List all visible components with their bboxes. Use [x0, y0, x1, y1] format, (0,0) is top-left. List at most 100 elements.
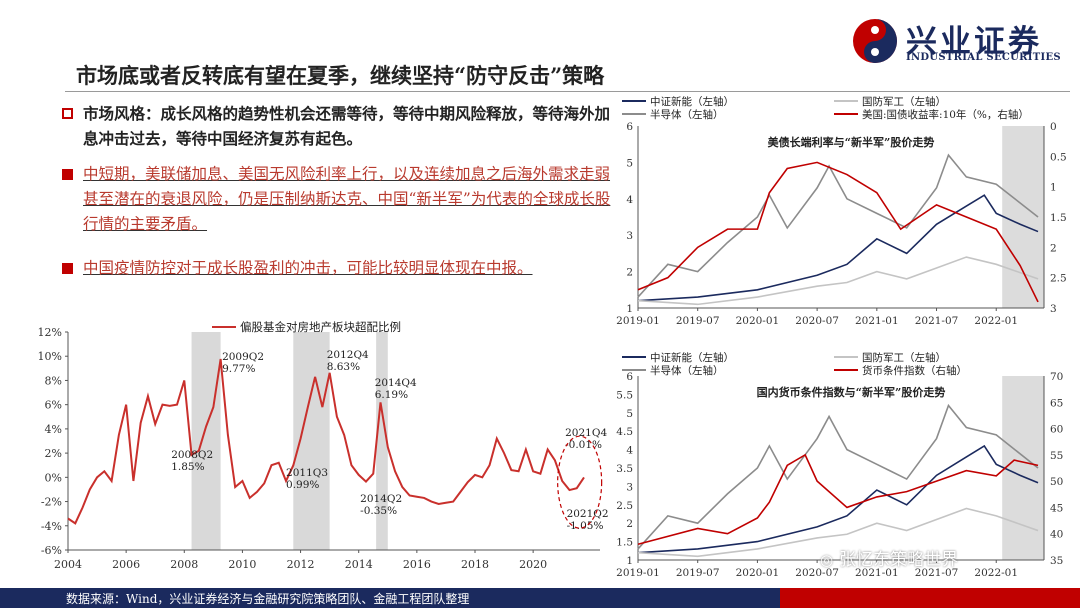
brand-logo: 兴业证券 INDUSTRIAL SECURITIES [852, 14, 1066, 66]
left-tick-label: 5.5 [616, 389, 633, 401]
x-tick-label: 2020-01 [736, 315, 780, 327]
legend-label: 中证新能（左轴） [650, 95, 734, 108]
right-tick-label: 45 [1050, 502, 1063, 514]
hollow-square-bullet-icon [62, 108, 73, 119]
highlight-ellipse [557, 435, 603, 529]
y-tick-label: -2% [41, 496, 62, 509]
right-tick-label: 55 [1050, 450, 1063, 462]
logo-en: INDUSTRIAL SECURITIES [906, 52, 1061, 63]
x-tick-label: 2008 [170, 558, 198, 571]
property-overweight-chart: -6% -4% -2% 0% 2% 4% 6% 8% 10% 12% 2004 2006 2008 201… [38, 320, 609, 571]
filled-square-bullet-icon [62, 263, 73, 274]
annotation-value: 1.85% [171, 461, 204, 473]
annotation-label: 2009Q2 [222, 351, 264, 363]
x-tick-label: 2016 [403, 558, 431, 571]
annotation-label: 2021Q4 [565, 427, 607, 439]
x-tick-label: 2021-01 [855, 315, 899, 327]
annotation-label: 2021Q2 [567, 508, 609, 520]
chart-title: 国内货币条件指数与“新半军”股价走势 [757, 385, 946, 399]
y-tick-label: 4% [45, 423, 62, 436]
logo-cn: 兴业证券 [906, 24, 1042, 60]
x-tick-label: 2019-01 [616, 315, 660, 327]
left-tick-label: 5 [626, 408, 633, 420]
series-line [637, 194, 1039, 302]
right-tick-label: 0 [1050, 121, 1057, 133]
bullet-style: 市场风格：成长风格的趋势性机会还需等待，等待中期风险释放，等待海外加息冲击过去，… [62, 101, 617, 151]
ust-yield-chart: 1 2 3 4 5 6 0 0.5 1 1.5 2 2.5 3 2019-01 2019-07 2020-01… [616, 95, 1067, 327]
y-tick-label: -6% [41, 544, 62, 557]
left-tick-label: 4.5 [616, 426, 633, 438]
x-tick-label: 2020-07 [795, 567, 839, 579]
legend-label: 货币条件指数（右轴） [862, 364, 967, 377]
x-tick-label: 2012 [287, 558, 315, 571]
series-line [637, 444, 1039, 554]
right-tick-label: 40 [1050, 529, 1063, 541]
left-tick-label: 4 [626, 194, 633, 206]
footer-source: 数据来源：Wind，兴业证券经济与金融研究院策略团队、金融工程团队整理 [66, 592, 470, 606]
page-title: 市场底或者反转底有望在夏季，继续坚持“防守反击”策略 [76, 63, 605, 88]
footer-bar: 数据来源：Wind，兴业证券经济与金融研究院策略团队、金融工程团队整理 [0, 588, 1080, 608]
left-tick-label: 5 [626, 157, 633, 169]
x-tick-label: 2021-07 [915, 315, 959, 327]
wechat-icon: ◎ [820, 551, 834, 569]
bullet-text: 中短期，美联储加息、美国无风险利率上行，以及连续加息之后海外需求走弱甚至潜在的衰… [83, 165, 611, 233]
right-tick-label: 65 [1050, 397, 1063, 409]
x-tick-label: 2020-07 [795, 315, 839, 327]
left-tick-label: 2.5 [616, 500, 633, 512]
bullet-text: 中国疫情防控对于成长股盈利的冲击，可能比较明显体现在中报。 [83, 259, 533, 277]
x-tick-label: 2020 [519, 558, 547, 571]
x-tick-label: 2018 [461, 558, 489, 571]
y-tick-label: 12% [38, 326, 62, 339]
left-tick-label: 3 [626, 230, 633, 242]
footer-accent [780, 588, 1080, 608]
series-line [637, 507, 1039, 558]
annotation-value: -0.01% [565, 439, 602, 451]
annotation-label: 2008Q2 [171, 449, 213, 461]
filled-square-bullet-icon [62, 169, 73, 180]
legend-label: 国防军工（左轴） [862, 351, 946, 364]
chart-title: 美债长端利率与“新半军”股价走势 [768, 135, 935, 149]
shaded-period [293, 332, 330, 550]
logo-icon [853, 19, 897, 63]
annotation-value: -1.05% [567, 520, 604, 532]
right-tick-label: 2.5 [1050, 273, 1067, 285]
annotation-value: 9.77% [222, 363, 255, 375]
y-tick-label: 10% [38, 350, 62, 363]
left-tick-label: 1 [626, 555, 633, 567]
left-tick-label: 3.5 [616, 463, 633, 475]
y-tick-label: -4% [41, 520, 62, 533]
legend-label: 国防军工（左轴） [862, 95, 946, 108]
annotation-label: 2012Q4 [327, 349, 369, 361]
x-tick-label: 2021-07 [915, 567, 959, 579]
title-divider [65, 91, 1070, 92]
y-tick-label: 6% [45, 399, 62, 412]
right-tick-label: 35 [1050, 555, 1063, 567]
right-tick-label: 70 [1050, 371, 1063, 383]
annotation-value: 6.19% [375, 389, 408, 401]
annotation-label: 2014Q2 [360, 493, 402, 505]
series-line [637, 403, 1039, 550]
left-tick-label: 4 [626, 445, 633, 457]
series-line [637, 161, 1039, 303]
y-tick-label: 2% [45, 447, 62, 460]
right-tick-label: 50 [1050, 476, 1063, 488]
legend-label: 半导体（左轴） [650, 364, 724, 377]
x-tick-label: 2006 [112, 558, 140, 571]
legend-label: 美国:国债收益率:10年（%，右轴） [862, 108, 1029, 121]
annotation-label: 2014Q4 [375, 377, 417, 389]
annotation-value: 0.99% [286, 479, 319, 491]
y-tick-label: 0% [45, 471, 62, 484]
right-tick-label: 0.5 [1050, 151, 1067, 163]
left-tick-label: 1.5 [616, 537, 633, 549]
series-line [637, 256, 1039, 306]
right-tick-label: 60 [1050, 424, 1063, 436]
annotation-label: 2011Q3 [286, 467, 328, 479]
annotation-value: -0.35% [360, 505, 397, 517]
bullet-text: 市场风格：成长风格的趋势性机会还需等待，等待中期风险释放，等待海外加息冲击过去，… [83, 104, 611, 148]
legend-label: 中证新能（左轴） [650, 351, 734, 364]
left-tick-label: 3 [626, 481, 633, 493]
y-tick-label: 8% [45, 374, 62, 387]
x-tick-label: 2010 [228, 558, 256, 571]
x-tick-label: 2014 [345, 558, 373, 571]
bullet-pandemic: 中国疫情防控对于成长股盈利的冲击，可能比较明显体现在中报。 [62, 256, 617, 281]
